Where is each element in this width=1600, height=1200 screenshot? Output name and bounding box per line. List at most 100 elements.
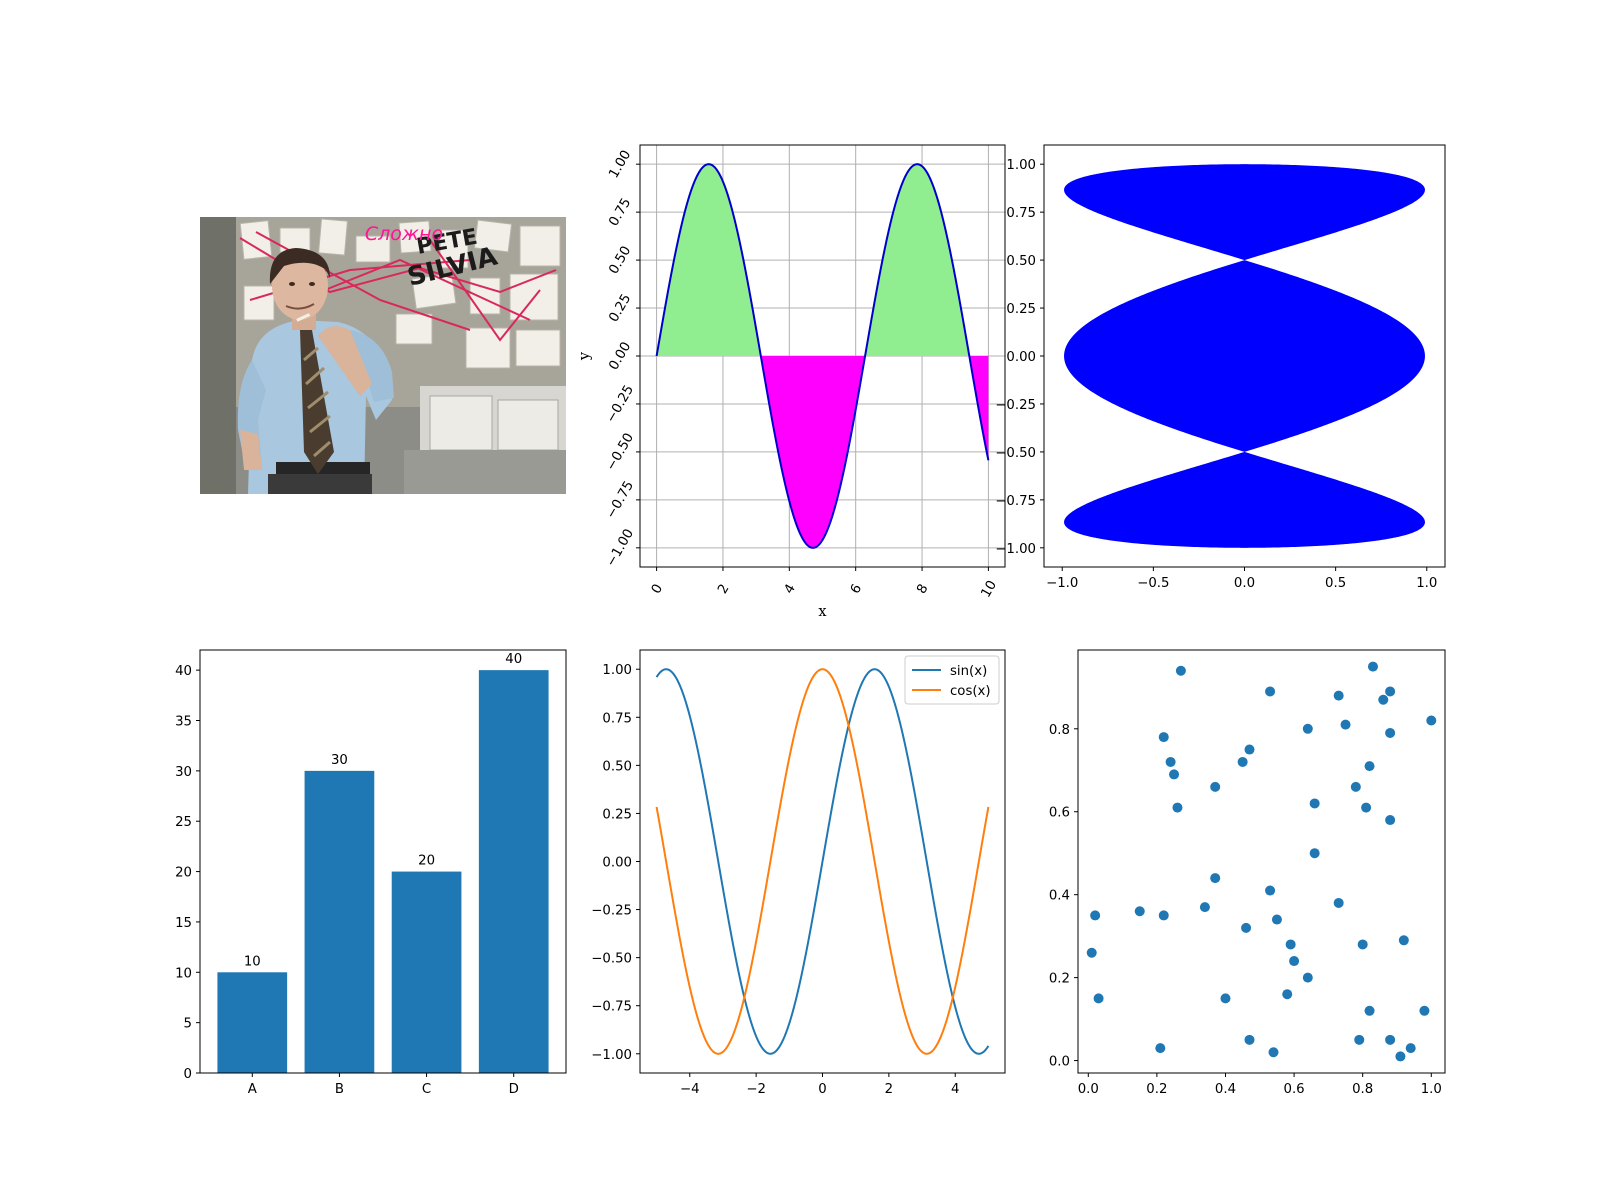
scatter-point (1398, 935, 1409, 946)
scatter-point (1385, 815, 1396, 826)
scatter-point (1285, 939, 1296, 950)
lissajous-y-tick-label: 0.75 (1006, 206, 1036, 221)
lissajous-x-tick-label: 0.5 (1325, 576, 1346, 591)
filled-sine-x-tick-label: 10 (979, 578, 1000, 600)
scatter-point (1395, 1051, 1406, 1062)
sin-cos-y-tick-label: −0.50 (591, 952, 632, 967)
scatter-point (1419, 1005, 1430, 1016)
scatter-x-tick-label: 0.4 (1215, 1082, 1236, 1097)
lissajous-y-tick-label: −1.00 (995, 542, 1036, 557)
bar-y-tick-label: 25 (175, 815, 192, 830)
bar-y-tick-label: 20 (175, 866, 192, 881)
scatter-point (1244, 744, 1255, 755)
lissajous-x-tick-label: −0.5 (1137, 576, 1169, 591)
sin-cos-y-tick-label: −0.25 (591, 904, 632, 919)
sin-cos-x-tick-label: 0 (818, 1082, 826, 1097)
scatter-point (1309, 798, 1320, 809)
scatter-point (1172, 802, 1183, 813)
scatter-point (1241, 922, 1252, 933)
scatter-point (1302, 972, 1313, 983)
bar-x-tick-label: B (335, 1082, 344, 1097)
lissajous-chart: −1.0 −0.5 0.0 0.5 1.0 −1.00 −0.75 −0.50 −0.25 0.0… (995, 144, 1446, 591)
scatter-point (1282, 989, 1293, 1000)
filled-sine-negative-fill (656, 356, 989, 548)
bar-y-tick-label: 10 (175, 966, 192, 981)
sin-cos-y-tick-label: 0.25 (602, 807, 632, 822)
bar-chart: 10 30 20 40 A B C D 0 5 10 15 20 25 30 35 40 (175, 649, 567, 1097)
scatter-point (1333, 690, 1344, 701)
scatter-x-tick-label: 0.6 (1284, 1082, 1305, 1097)
scatter-point (1289, 956, 1300, 967)
filled-sine-x-tick-label: 0 (649, 582, 666, 597)
sin-cos-y-tick-label: −1.00 (591, 1048, 632, 1063)
sin-cos-x-tick-label: −2 (746, 1082, 766, 1097)
scatter-point (1357, 939, 1368, 950)
scatter-point (1165, 756, 1176, 767)
lissajous-y-tick-label: 1.00 (1006, 158, 1036, 173)
bar-y-tick-label: 15 (175, 916, 192, 931)
sin-series-line (655, 668, 990, 1055)
filled-sine-x-tick-label: 4 (782, 582, 799, 597)
bar-y-tick-label: 30 (175, 765, 192, 780)
scatter-point (1364, 1005, 1375, 1016)
lissajous-y-tick-label: 0.50 (1006, 254, 1036, 269)
meme-image: PETE SILVIA (200, 217, 566, 494)
scatter-point (1158, 732, 1169, 743)
sin-cos-legend: sin(x) cos(x) (904, 655, 1000, 705)
scatter-point (1364, 761, 1375, 772)
scatter-point (1093, 993, 1104, 1004)
scatter-point (1265, 686, 1276, 697)
scatter-point (1155, 1043, 1166, 1054)
scatter-x-tick-label: 0.8 (1352, 1082, 1373, 1097)
scatter-point (1309, 848, 1320, 859)
scatter-y-tick-label: 0.6 (1049, 806, 1070, 821)
lissajous-x-tick-label: 0.0 (1234, 576, 1255, 591)
scatter-point (1367, 661, 1378, 672)
filled-sine-x-tick-label: 6 (848, 582, 865, 597)
lissajous-y-tick-label: −0.25 (995, 398, 1036, 413)
scatter-point (1340, 719, 1351, 730)
sin-cos-y-tick-label: 1.00 (602, 663, 632, 678)
scatter-point (1350, 781, 1361, 792)
filled-sine-chart: 0 2 4 6 8 10 −1.00 −0.75 −0.50 −0.25 0.00 0.25 0.50 0… (577, 144, 1006, 620)
bar-x-tick-label: A (248, 1082, 257, 1097)
filled-sine-line (655, 163, 990, 549)
lissajous-x-tick-label: 1.0 (1416, 576, 1437, 591)
scatter-x-tick-label: 1.0 (1421, 1082, 1442, 1097)
scatter-point (1134, 906, 1145, 917)
lissajous-y-tick-label: −0.50 (995, 446, 1036, 461)
bar-y-tick-label: 35 (175, 715, 192, 730)
scatter-point (1271, 914, 1282, 925)
legend-cos-label: cos(x) (950, 684, 991, 699)
filled-sine-y-tick-label: 0.75 (607, 196, 635, 229)
scatter-x-tick-label: 0.2 (1146, 1082, 1167, 1097)
meme-box (429, 395, 493, 451)
filled-sine-y-tick-label: −0.75 (604, 479, 637, 522)
scatter-y-tick-label: 0.2 (1049, 972, 1070, 987)
scatter-points (1086, 661, 1437, 1062)
scatter-point (1268, 1047, 1279, 1058)
bar-chart-frame (199, 649, 567, 1074)
sin-cos-y-tick-label: 0.75 (602, 711, 632, 726)
scatter-point (1175, 665, 1186, 676)
filled-sine-y-tick-label: 1.00 (607, 148, 635, 181)
filled-sine-y-axis-label: y (577, 351, 593, 361)
sin-cos-y-tick-label: −0.75 (591, 1000, 632, 1015)
bar-y-tick-label: 0 (184, 1067, 192, 1082)
sin-cos-x-tick-label: 2 (885, 1082, 893, 1097)
bar-D (478, 670, 549, 1073)
scatter-point (1354, 1034, 1365, 1045)
meme-cart (404, 450, 566, 494)
sin-cos-y-tick-label: 0.00 (602, 856, 632, 871)
bar-chart-ticks: A B C D 0 5 10 15 20 25 30 35 40 (175, 664, 519, 1097)
lissajous-ticks: −1.0 −0.5 0.0 0.5 1.0 −1.00 −0.75 −0.50 −0.25 0.0… (995, 158, 1437, 591)
bar-data-label: 30 (331, 753, 348, 768)
filled-sine-x-axis-label: x (818, 604, 826, 620)
sin-cos-y-tick-label: 0.50 (602, 759, 632, 774)
scatter-point (1302, 723, 1313, 734)
scatter-point (1210, 873, 1221, 884)
bar-data-label: 40 (505, 652, 522, 667)
sin-cos-x-tick-label: −4 (680, 1082, 700, 1097)
cos-series-line (655, 668, 990, 1055)
scatter-point (1158, 910, 1169, 921)
